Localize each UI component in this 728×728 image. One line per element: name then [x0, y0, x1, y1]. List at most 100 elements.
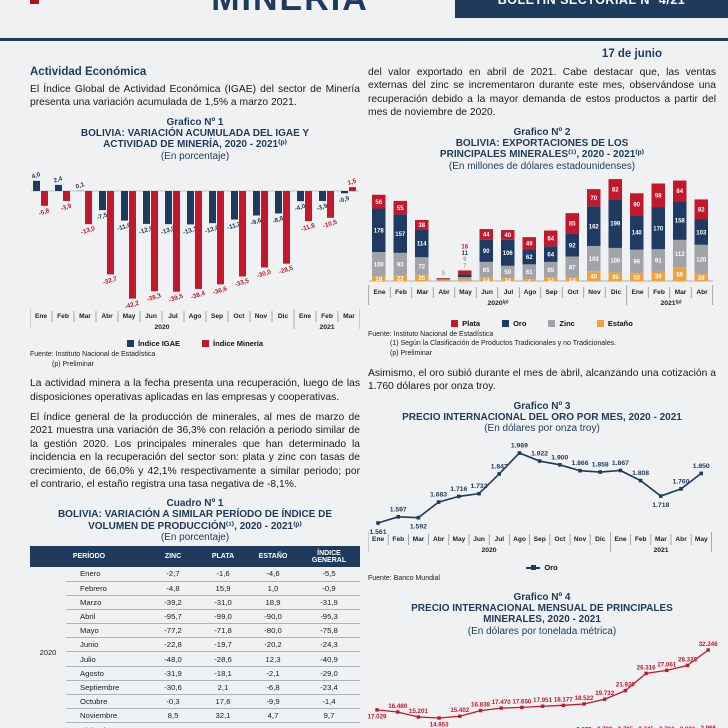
bar-segment	[393, 275, 407, 281]
bar-segment	[458, 276, 472, 279]
point-label: 16.480	[388, 703, 407, 710]
point-marker	[618, 468, 623, 473]
axis-month-label: Jul	[168, 313, 178, 320]
axis-month-label: Dic	[278, 313, 289, 320]
bar-segment	[458, 269, 472, 274]
bar-segment	[479, 239, 493, 262]
bar-segment	[501, 239, 515, 266]
bar	[165, 190, 172, 224]
table-month-cell: Marzo	[66, 595, 148, 610]
segment-label: 162	[589, 224, 600, 230]
legend-item: Índice IGAE	[126, 339, 180, 348]
chart1-title-block: Grafico Nº 1 BOLIVIA: VARIACIÓN ACUMULAD…	[30, 117, 360, 163]
point-marker	[537, 459, 542, 463]
axis-month-label: Mar	[655, 536, 667, 543]
bar-segment	[372, 194, 386, 208]
bar	[143, 190, 150, 224]
segment-label: 64	[547, 252, 554, 258]
table-month-cell: Octubre	[66, 694, 148, 710]
legend-swatch	[596, 319, 604, 327]
table-month-cell: Diciembre	[66, 722, 148, 728]
table-row: Octubre -0,3 17,6 -9,9 -1,4	[30, 694, 360, 710]
table-row: Septiembre -30,6 2,1 -6,8 -23,4	[30, 680, 360, 696]
left-column: Actividad Económica El Índice Global de …	[29, 64, 361, 728]
bar-value-label: -12,6	[204, 224, 220, 235]
paragraph-produccion: El índice general de la producción de mi…	[30, 412, 360, 490]
bar-segment	[393, 200, 407, 214]
bar-value-label: -39,3	[146, 292, 162, 303]
chart4-title-block: Grafico Nº 4 PRECIO INTERNACIONAL MENSUA…	[368, 592, 716, 638]
segment-label: 90	[483, 249, 490, 255]
chart3-title-block: Grafico Nº 3 PRECIO INTERNACIONAL DEL OR…	[368, 401, 716, 436]
table-value-cell: -5,5	[298, 567, 360, 582]
bar	[305, 190, 312, 221]
header-banner: BOLETÍN SECTORIAL Nº 4/21	[455, 0, 728, 18]
segment-label: 56	[375, 199, 382, 205]
bar-value-label: -13,0	[80, 225, 96, 236]
table-value-cell: -2,1	[248, 666, 298, 681]
axis-month-label: Feb	[321, 313, 333, 320]
point-marker	[396, 515, 400, 519]
point-label: 1.808	[632, 470, 649, 477]
table-month-cell: Febrero	[66, 581, 148, 596]
point-label: 2.762	[659, 726, 675, 728]
bar	[55, 184, 62, 191]
point-label: 18.522	[575, 695, 594, 702]
table-value-cell: -0,9	[298, 581, 360, 596]
table-value-cell: -20,2	[248, 637, 298, 653]
point-label: 17.951	[533, 697, 552, 704]
bar-segment	[544, 261, 558, 278]
bar-segment	[522, 248, 536, 264]
point-label: 17.029	[368, 713, 387, 720]
axis-month-label: May	[459, 289, 472, 296]
chart-igae-mineria: 4,0-5,82,4-3,90,1-13,0-7,5-32,7-11,6-42,…	[29, 171, 361, 331]
segment-label: 100	[374, 262, 385, 268]
point-marker	[375, 708, 379, 712]
table-month-cell: Agosto	[66, 666, 148, 681]
table-value-cell: 2,3	[198, 722, 248, 728]
table-title-block: Cuadro Nº 1 BOLIVIA: VARIACIÓN A SIMILAR…	[30, 498, 360, 544]
point-label: 1.716	[450, 486, 467, 493]
table-value-cell: -99,0	[198, 609, 248, 625]
point-label: 1.592	[410, 524, 427, 531]
point-label: 1.922	[531, 451, 548, 458]
chart4-unit: (En dólares por tonelada métrica)	[467, 625, 617, 637]
bar-segment	[436, 277, 450, 279]
table-row: Julio -48,0 -28,6 12,3 -40,9	[30, 651, 360, 667]
point-label: 1.858	[592, 462, 609, 469]
point-marker	[603, 697, 607, 701]
point-marker	[699, 471, 703, 476]
point-marker	[499, 706, 503, 710]
table-row: 2020 Enero -2,7 -1,6 -4,6 -5,5	[30, 567, 360, 657]
point-label: 14.953	[430, 721, 449, 728]
axis-year-label: 2020⁽ᵖ⁾	[487, 299, 508, 307]
bar	[283, 190, 290, 264]
segment-label: 72	[418, 264, 425, 270]
point-marker	[685, 663, 690, 668]
point-marker	[478, 708, 483, 713]
point-marker	[679, 487, 683, 491]
point-marker	[520, 705, 524, 710]
point-marker	[706, 648, 710, 652]
segment-label: 49	[526, 241, 533, 247]
axis-month-label: Abr	[696, 289, 708, 296]
point-label: 18.177	[554, 696, 573, 703]
legend-swatch	[126, 339, 134, 347]
legend-item: Estaño	[596, 319, 633, 328]
axis-year-label: 2020	[481, 547, 496, 554]
bar-segment	[565, 212, 579, 234]
bar-segment	[415, 256, 429, 275]
chart4-title-line2: MINERALES, 2020 - 2021	[483, 614, 601, 626]
segment-label-outside: 5	[442, 271, 446, 277]
axis-month-label: Ene	[299, 313, 311, 320]
segment-label: 82	[612, 187, 619, 193]
chart1-source-block: Fuente: Instituto Nacional de Estadístic…	[30, 350, 360, 370]
bar-segment	[565, 277, 579, 281]
table-value-cell: 15,9	[198, 581, 248, 596]
table-value-cell: -22,8	[148, 637, 198, 653]
segment-label: 40	[504, 233, 511, 239]
bar	[121, 190, 128, 221]
